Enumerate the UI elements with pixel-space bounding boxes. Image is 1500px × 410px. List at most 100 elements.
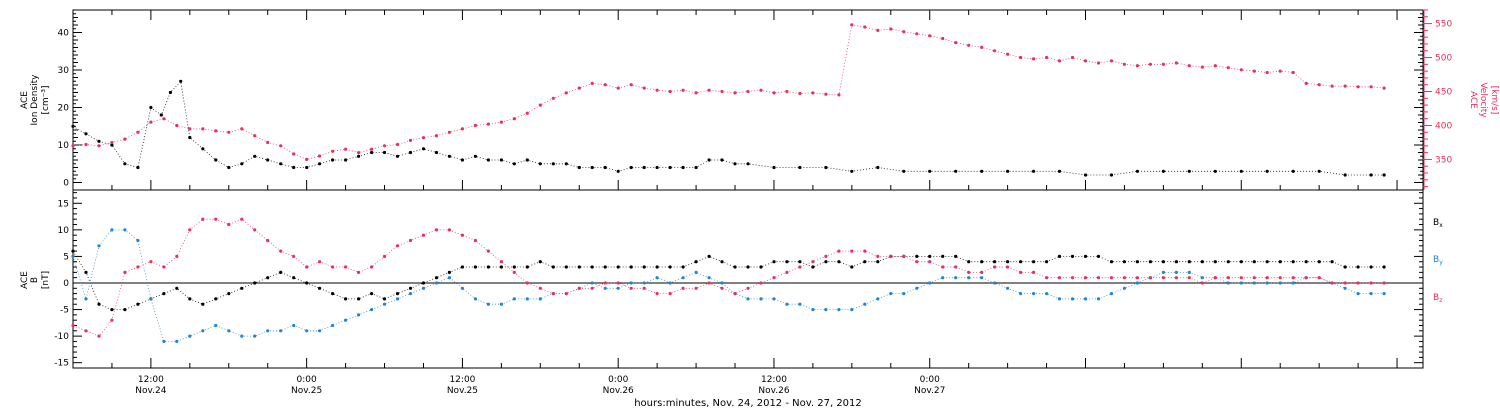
bz-point [473, 238, 477, 243]
bx-point [1317, 260, 1321, 264]
bx-point [1161, 260, 1165, 264]
density-point [1369, 173, 1373, 177]
velocity-point [473, 123, 477, 128]
by-point [811, 308, 815, 312]
velocity-point [1135, 64, 1139, 68]
velocity-tick-label: 350 [1435, 155, 1452, 165]
velocity-point [344, 147, 348, 151]
by-point [681, 276, 685, 280]
density-point [279, 162, 283, 166]
by-point [188, 334, 192, 338]
by-point [1019, 292, 1023, 296]
by-point [1045, 292, 1049, 296]
velocity-point [447, 130, 451, 134]
velocity-point [1083, 59, 1088, 63]
bx-point [694, 260, 698, 264]
bz-point [902, 254, 906, 258]
velocity-point [538, 103, 542, 107]
bz-point [486, 249, 490, 253]
density-point [318, 162, 322, 166]
b-tick-label: -15 [54, 359, 69, 369]
density-point [824, 165, 828, 170]
bx-point [499, 265, 503, 269]
velocity-point [1174, 61, 1178, 65]
velocity-tick-label: 400 [1435, 121, 1452, 131]
bz-point [915, 260, 919, 264]
bz-point [954, 265, 958, 269]
bx-point [357, 297, 361, 301]
density-tick-label: 0 [63, 179, 69, 189]
density-point [538, 162, 542, 166]
bz-point [772, 276, 776, 280]
legend-bz-main: B [1433, 293, 1439, 303]
bz-point [928, 260, 932, 264]
density-point [227, 165, 231, 170]
bottom-panel-frame [72, 189, 1424, 369]
b-tick-label: -10 [54, 332, 69, 342]
by-point [1369, 292, 1373, 296]
bz-point [123, 270, 127, 274]
velocity-point [1317, 83, 1321, 87]
bz-point [1083, 276, 1088, 280]
bx-point [707, 254, 711, 258]
legend-bx-main: B [1433, 218, 1439, 228]
by-point [370, 308, 374, 312]
bx-point [421, 281, 426, 285]
velocity-tick-label: 450 [1435, 88, 1452, 98]
density-point [720, 158, 724, 162]
bottom-ylabel: ACE B [nT] [20, 271, 51, 289]
velocity-point [175, 123, 179, 128]
bx-point [97, 302, 101, 306]
bx-point [1096, 254, 1101, 258]
velocity-point [188, 127, 192, 131]
velocity-point [1045, 55, 1049, 60]
velocity-point [486, 122, 490, 126]
bx-point [136, 302, 140, 306]
x-axis-title: hours:minutes, Nov. 24, 2012 - Nov. 27, … [634, 398, 862, 409]
density-point [486, 158, 490, 162]
bz-point [292, 254, 296, 258]
density-point [668, 165, 672, 170]
density-point [876, 165, 880, 170]
bottom-left-axis: -15 -10 -5 0 5 10 15 [54, 192, 1423, 369]
density-point [928, 169, 932, 173]
bz-point [616, 281, 620, 285]
bx-point [201, 302, 205, 306]
by-point [642, 281, 646, 285]
bx-point [214, 297, 218, 301]
density-point [629, 165, 633, 170]
bz-point [1161, 276, 1165, 280]
bx-point [629, 265, 633, 269]
velocity-point [279, 144, 283, 148]
bx-point [1226, 260, 1230, 264]
bz-point [538, 286, 542, 290]
by-point [629, 281, 633, 285]
bz-point [590, 286, 594, 290]
bx-point [1382, 265, 1386, 269]
density-tick-label: 20 [58, 104, 70, 114]
velocity-point [863, 25, 867, 29]
velocity-point [460, 127, 464, 131]
bx-point-trace [72, 250, 1385, 311]
velocity-point-trace [72, 24, 1385, 160]
density-point [1213, 169, 1217, 173]
date-tick-label: Nov.25 [447, 386, 478, 396]
velocity-point [954, 41, 958, 45]
bz-point [733, 292, 737, 296]
velocity-point [1187, 64, 1191, 68]
bz-point [1019, 270, 1023, 274]
density-point [1291, 169, 1295, 173]
density-point [902, 169, 906, 173]
velocity-point [798, 91, 802, 96]
by-point [1070, 297, 1075, 301]
by-point [850, 308, 854, 312]
velocity-point [629, 83, 633, 87]
by-point [824, 308, 828, 312]
velocity-point [1304, 81, 1308, 85]
velocity-point [162, 117, 166, 121]
velocity-point [902, 30, 906, 34]
velocity-point [733, 91, 737, 95]
bz-point [1291, 276, 1295, 280]
top-series [71, 23, 1386, 177]
velocity-point [240, 127, 244, 131]
